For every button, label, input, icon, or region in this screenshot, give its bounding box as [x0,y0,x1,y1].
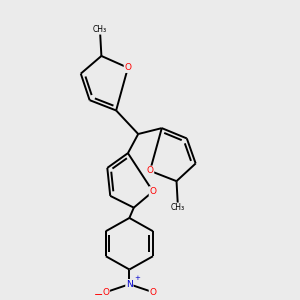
Text: +: + [134,275,140,281]
Text: O: O [149,187,156,196]
Text: N: N [126,280,133,289]
Text: −: − [94,290,103,300]
Text: O: O [124,63,131,72]
Text: CH₃: CH₃ [171,203,185,212]
Text: CH₃: CH₃ [93,25,107,34]
Text: O: O [102,288,109,297]
Text: O: O [146,166,154,175]
Text: O: O [149,288,156,297]
